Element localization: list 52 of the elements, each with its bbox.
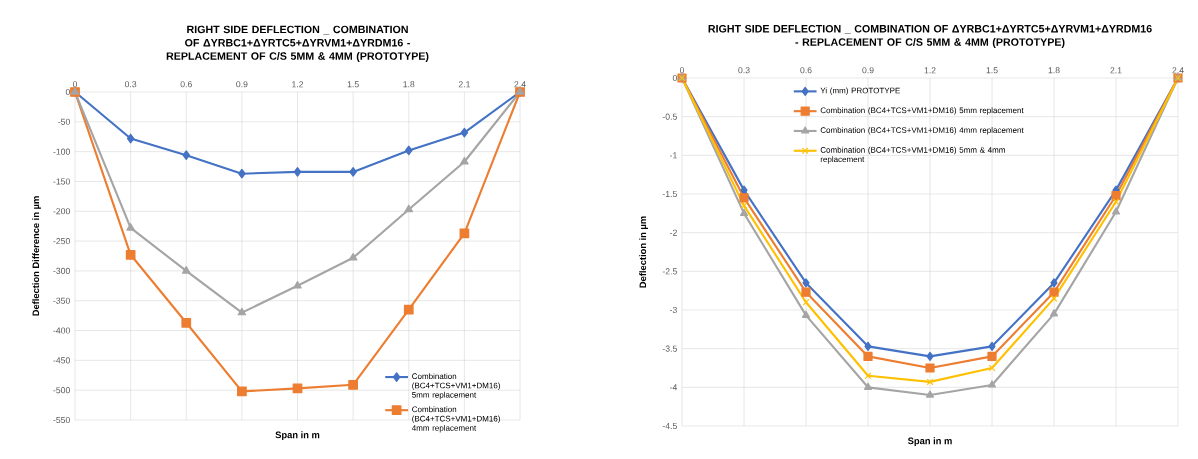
- x-axis-title: Span in m: [907, 437, 952, 447]
- y-tick-label: -2.5: [662, 268, 677, 275]
- y-tick-label: -100: [53, 148, 70, 155]
- x-tick-label: 0.3: [124, 81, 137, 88]
- y-axis-title: Deflection in µm: [639, 216, 648, 288]
- y-tick-label: -350: [53, 297, 70, 304]
- y-tick-label: -4: [669, 384, 678, 391]
- y-tick-label: -300: [53, 267, 70, 274]
- x-tick-label: 1.5: [986, 67, 998, 74]
- legend-label: Combination (BC4+TCS+VM1+DM16) 5mm replacement: [412, 373, 500, 400]
- x-tick-label: 0.3: [738, 67, 750, 74]
- y-tick-label: -0.5: [662, 113, 677, 120]
- y-tick-label: -550: [53, 416, 70, 424]
- y-tick-label: -3.5: [662, 345, 677, 352]
- x-tick-label: 0.6: [180, 81, 192, 88]
- y-tick-label: -450: [53, 357, 70, 364]
- x-tick-label: 0.9: [862, 67, 874, 74]
- y-tick-label: 0: [65, 88, 70, 96]
- legend-label: Combination (BC4+TCS+VM1+DM16) 4mm replacement: [820, 127, 1024, 135]
- legend-label: Combination (BC4+TCS+VM1+DM16) 5mm replacement: [820, 107, 1024, 115]
- chart-title: RIGHT SIDE DEFLECTION _ COMBINATION OF ΔYRBC1+ΔYRTC5+ΔYRVM1+ΔYRDM16 - REPLACEMENT OF C/S 5MM & 4MM (PROTOTYPE): [708, 24, 1152, 48]
- x-tick-label: 1.2: [292, 81, 304, 88]
- x-tick-label: 1.2: [924, 67, 936, 74]
- y-tick-label: -1.5: [662, 190, 677, 198]
- x-tick-label: 1.8: [403, 81, 415, 88]
- y-tick-label: -2: [669, 229, 677, 236]
- x-tick-label: 2.4: [514, 81, 526, 88]
- y-axis-title: Deflection Difference in µm: [32, 196, 41, 316]
- x-tick-label: 0.6: [800, 67, 812, 74]
- y-tick-label: 0: [672, 74, 677, 82]
- x-axis-title: Span in m: [275, 431, 320, 441]
- chart-title: RIGHT SIDE DEFLECTION _ COMBINATION OF ΔYRBC1+ΔYRTC5+ΔYRVM1+ΔYRDM16 - REPLACEMENT OF C/S 5MM & 4MM (PROTOTYPE): [166, 25, 429, 62]
- x-tick-label: 1.8: [1048, 67, 1060, 74]
- x-tick-label: 2.1: [458, 81, 470, 88]
- y-tick-label: -1: [669, 152, 677, 159]
- x-tick-label: 2.4: [1172, 67, 1184, 74]
- y-tick-label: -400: [53, 327, 70, 334]
- legend-label: Combination (BC4+TCS+VM1+DM16) 5mm & 4mm replacement: [820, 146, 1005, 164]
- y-tick-label: -50: [58, 118, 70, 125]
- y-tick-label: -3: [669, 306, 677, 314]
- x-tick-label: 1.5: [347, 81, 359, 88]
- x-tick-label: 0: [72, 81, 78, 88]
- y-tick-label: -4.5: [662, 422, 677, 430]
- y-tick-label: -250: [53, 238, 70, 245]
- x-tick-label: 2.1: [1110, 67, 1122, 74]
- legend-label: Yi (mm) PROTOTYPE: [820, 87, 900, 95]
- x-tick-label: 0.9: [236, 81, 248, 88]
- legend-label: Combination (BC4+TCS+VM1+DM16) 4mm replacement: [411, 406, 500, 433]
- y-tick-label: -150: [53, 178, 70, 185]
- y-tick-label: -500: [53, 387, 70, 394]
- y-tick-label: -200: [53, 208, 70, 215]
- x-tick-label: 0: [679, 67, 685, 74]
